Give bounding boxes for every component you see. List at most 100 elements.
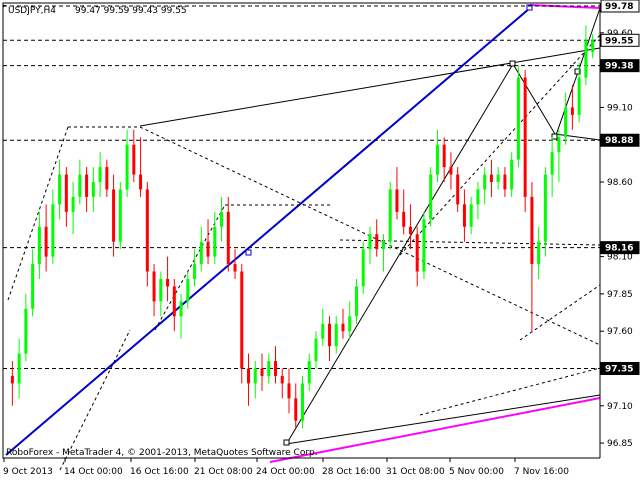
candle-body bbox=[206, 241, 210, 257]
candle-body bbox=[523, 77, 527, 197]
triangle-up-edge-2 bbox=[577, 7, 601, 73]
candle-body bbox=[253, 368, 257, 384]
candle-body bbox=[24, 308, 28, 354]
candle-body bbox=[550, 152, 554, 175]
candle-body bbox=[516, 77, 520, 160]
trend-marker-top bbox=[526, 4, 533, 11]
candle-body bbox=[193, 264, 197, 279]
candle-body bbox=[449, 167, 453, 175]
triangle-tail bbox=[554, 133, 601, 141]
candle-body bbox=[85, 174, 89, 197]
candle-body bbox=[483, 174, 487, 190]
candle-body bbox=[125, 144, 129, 190]
level-label-0: 99.78 bbox=[605, 2, 633, 12]
candle-body bbox=[145, 189, 149, 272]
price-axis bbox=[600, 0, 640, 480]
x-tick-label: 7 Nov 16:00 bbox=[514, 467, 569, 477]
candle-body bbox=[442, 144, 446, 168]
candle-body bbox=[388, 189, 392, 242]
candle-body bbox=[422, 219, 426, 272]
level-label-2: 99.38 bbox=[605, 62, 633, 72]
candle-body bbox=[172, 286, 176, 317]
candle-body bbox=[260, 368, 264, 376]
candle-body bbox=[112, 189, 116, 242]
candle-body bbox=[584, 40, 588, 78]
symbol-label: USDJPY,H4 bbox=[8, 6, 56, 16]
candle-body bbox=[220, 211, 224, 227]
candle-body bbox=[321, 323, 325, 339]
candle-body bbox=[564, 107, 568, 138]
candle-body bbox=[503, 174, 507, 190]
level-label-4: 98.16 bbox=[605, 244, 633, 254]
x-tick-label: 9 Oct 2013 bbox=[3, 467, 53, 477]
marker-low bbox=[283, 439, 290, 446]
y-tick-label: 97.10 bbox=[607, 402, 633, 412]
candle-body bbox=[577, 77, 581, 115]
x-tick-label: 5 Nov 00:00 bbox=[449, 467, 504, 477]
marker-rise bbox=[574, 68, 581, 75]
marker-peak bbox=[509, 60, 516, 67]
candle-body bbox=[381, 241, 385, 250]
candle-body bbox=[557, 137, 561, 153]
blue-trend-line bbox=[5, 7, 531, 456]
candle-body bbox=[537, 241, 541, 265]
candle-body bbox=[10, 375, 14, 384]
candle-body bbox=[31, 264, 35, 309]
candle-body bbox=[395, 189, 399, 212]
candle-body bbox=[294, 398, 298, 421]
candle-body bbox=[591, 40, 595, 53]
candle-body bbox=[510, 159, 514, 190]
candle-body bbox=[476, 189, 480, 205]
candle-body bbox=[469, 204, 473, 227]
candle-body bbox=[247, 368, 251, 384]
dashed-low bbox=[419, 367, 601, 416]
candle-body bbox=[152, 271, 156, 302]
candle-body bbox=[402, 211, 406, 227]
candle-body bbox=[199, 241, 203, 265]
level-label-1: 99.55 bbox=[605, 36, 633, 46]
candle-body bbox=[91, 182, 95, 197]
triangle-right-edge bbox=[512, 63, 556, 135]
dashed-rise-3 bbox=[399, 34, 601, 256]
level-label-box-3 bbox=[600, 133, 640, 147]
y-tick-label: 97.60 bbox=[607, 327, 633, 337]
candle-body bbox=[179, 301, 183, 317]
level-label-box-2 bbox=[600, 59, 640, 73]
candle-body bbox=[327, 323, 331, 347]
candle-body bbox=[307, 361, 311, 384]
candle-body bbox=[334, 323, 338, 347]
trend-marker-mid bbox=[245, 249, 252, 256]
magenta-channel-lower bbox=[269, 397, 601, 463]
candle-body bbox=[415, 234, 419, 272]
candle-body bbox=[139, 174, 143, 190]
candle-body bbox=[17, 353, 21, 384]
level-label-box-4 bbox=[600, 241, 640, 255]
candle-body bbox=[118, 189, 122, 242]
candle-body bbox=[375, 234, 379, 250]
candle-body bbox=[301, 383, 304, 421]
candle-body bbox=[98, 167, 102, 183]
x-tick-label: 31 Oct 08:00 bbox=[386, 467, 445, 477]
candle-body bbox=[348, 316, 352, 332]
level-label-5: 97.35 bbox=[605, 364, 633, 374]
magenta-channel-upper bbox=[529, 4, 601, 9]
candle-body bbox=[287, 383, 291, 399]
y-tick-label: 99.10 bbox=[607, 103, 633, 113]
triangle-left-edge bbox=[286, 63, 514, 444]
candle-body bbox=[280, 375, 284, 384]
y-tick-label: 98.60 bbox=[607, 178, 633, 188]
candle-body bbox=[159, 278, 163, 302]
candle-body bbox=[462, 204, 466, 227]
dashed-rise-1 bbox=[7, 126, 69, 301]
candle-body bbox=[570, 107, 574, 115]
ohlc-readout: 99.47 99.59 99.43 99.55 bbox=[75, 6, 187, 16]
candle-body bbox=[530, 196, 534, 265]
x-tick-label: 28 Oct 16:00 bbox=[322, 467, 381, 477]
candle-body bbox=[240, 271, 244, 369]
level-label-3: 98.88 bbox=[605, 136, 633, 146]
level-label-box-0 bbox=[600, 0, 640, 13]
candle-body bbox=[361, 249, 365, 287]
candle-body bbox=[51, 204, 55, 257]
y-tick-label: 97.85 bbox=[607, 290, 633, 300]
